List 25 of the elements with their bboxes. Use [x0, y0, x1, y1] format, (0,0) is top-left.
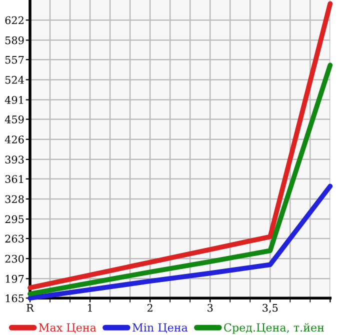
- y-tick-label: 165: [6, 294, 24, 302]
- y-tick-label: 393: [5, 156, 24, 164]
- y-tick-label: 230: [5, 254, 24, 263]
- y-tick-label: 295: [5, 215, 24, 224]
- y-tick-label: 328: [5, 195, 24, 204]
- y-tick-label: 426: [4, 136, 24, 144]
- x-tick-label: 2: [147, 304, 152, 312]
- x-tick-label: R: [26, 304, 34, 312]
- x-tick-label: 1: [88, 304, 92, 312]
- y-tick-label: 197: [6, 274, 24, 283]
- line-series: [28, 62, 333, 296]
- legend-label: Сред.Цена, т.йен: [224, 323, 324, 334]
- y-tick-label: 491: [4, 96, 23, 104]
- legend-label: Min Цена: [132, 323, 188, 334]
- line-series: [28, 1, 333, 290]
- y-tick-label: 459: [4, 115, 24, 124]
- y-tick-label: 589: [5, 36, 24, 44]
- x-tick-label: 3,5: [262, 304, 278, 314]
- y-tick-label: 622: [5, 16, 24, 24]
- y-tick-label: 524: [5, 76, 24, 84]
- y-tick-label: 263: [5, 234, 24, 243]
- legend-label: Max Цена: [38, 323, 96, 334]
- y-tick-label: 361: [5, 175, 23, 183]
- x-tick-label: 3: [208, 304, 213, 312]
- y-tick-label: 557: [5, 56, 24, 64]
